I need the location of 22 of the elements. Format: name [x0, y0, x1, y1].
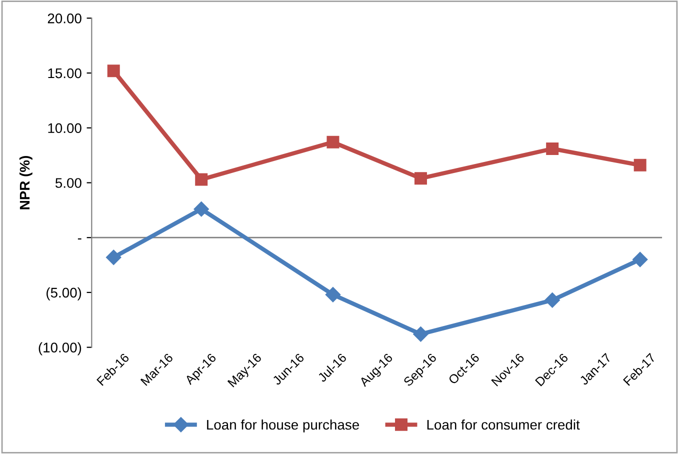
y-axis-title: NPR (%)	[19, 156, 32, 210]
point	[194, 201, 209, 217]
y-tick-label: 10.00	[48, 123, 82, 134]
point	[107, 64, 120, 78]
legend-label: Loan for house purchase	[207, 419, 359, 432]
point	[326, 136, 340, 148]
y-tick-label: 5.00	[55, 178, 82, 188]
point	[546, 142, 559, 155]
point	[106, 250, 122, 265]
y-tick-label: 15.00	[48, 68, 82, 78]
legend-label: Loan for consumer credit	[427, 419, 580, 430]
y-tick-label: (5.00)	[46, 287, 82, 300]
y-tick-label: 20.00	[48, 13, 82, 24]
point	[325, 287, 341, 302]
point	[195, 173, 208, 186]
point	[634, 158, 646, 172]
point	[414, 172, 427, 185]
y-tick-label: (10.00)	[38, 342, 82, 356]
y-tick-label: -	[78, 238, 82, 240]
point	[544, 292, 560, 308]
point	[413, 326, 428, 342]
point	[632, 252, 648, 268]
